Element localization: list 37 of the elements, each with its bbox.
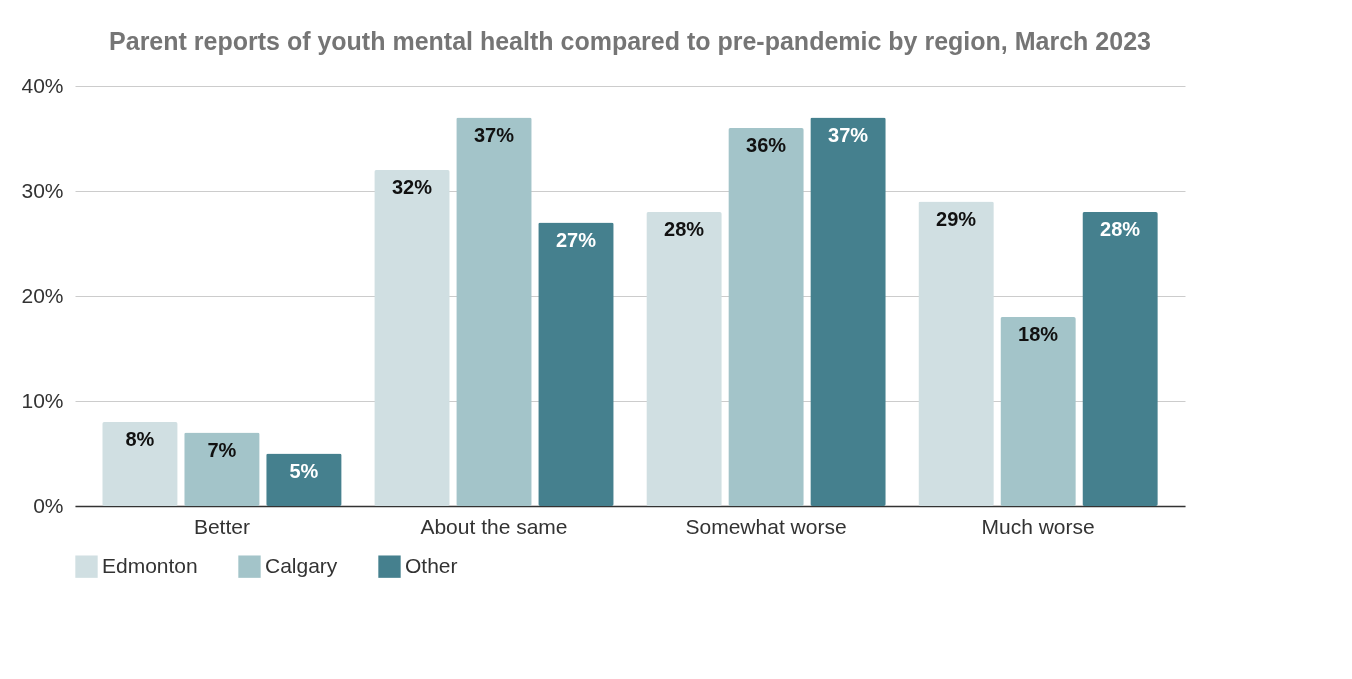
data-label: 29% [936,207,977,230]
x-tick-label: Better [193,514,250,538]
data-label: 28% [1100,218,1141,240]
bar [266,453,342,506]
bar [456,117,532,506]
y-tick-label: 0% [33,493,64,517]
data-label: 5% [289,459,319,482]
legend-label: Other [405,553,458,577]
data-label: 28% [664,218,705,240]
data-label: 37% [473,123,515,146]
y-tick-label: 40% [21,73,64,97]
data-label: 7% [207,438,237,461]
bar [184,432,260,506]
legend-label: Calgary [265,553,338,577]
data-label: 32% [391,176,433,198]
data-label: 37% [828,123,869,146]
y-tick-label: 20% [21,283,64,307]
bar [646,212,722,506]
y-tick-label: 30% [21,178,64,202]
bar [728,128,804,506]
y-tick-label: 10% [21,388,64,412]
bar [1000,317,1076,506]
x-tick-label: Much worse [981,514,1095,538]
data-label: 8% [125,428,155,450]
x-tick-label: About the same [420,514,568,538]
bar [918,201,994,506]
legend-label: Edmonton [102,553,198,577]
bar [810,117,886,506]
bar [538,222,614,506]
data-label: 27% [555,228,597,251]
data-label: 36% [746,134,787,156]
bar [102,422,178,506]
x-tick-label: Somewhat worse [685,514,847,538]
bar [374,170,450,506]
chart-title: Parent reports of youth mental health compared to pre-pandemic by region, March 2023 [109,27,1151,55]
data-label: 18% [1018,323,1059,345]
bar [1082,212,1158,506]
